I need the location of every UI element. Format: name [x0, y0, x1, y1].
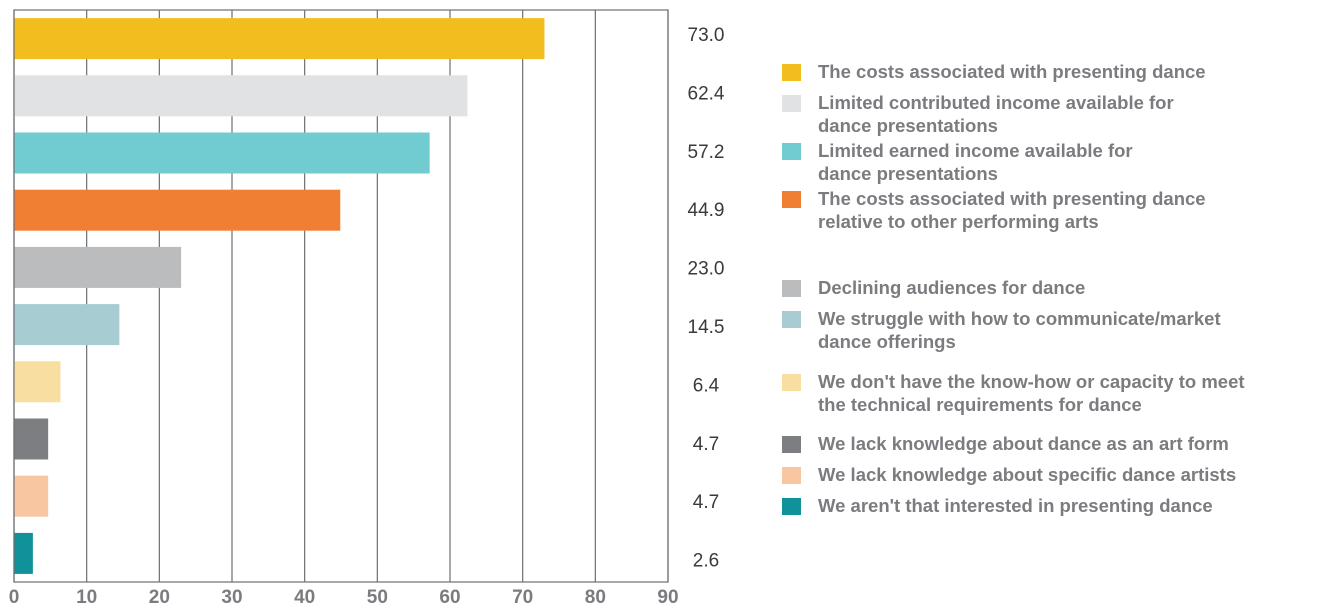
value-label: 6.4	[693, 375, 720, 396]
bar-7	[14, 361, 61, 403]
legend-swatch	[782, 143, 801, 160]
legend-swatch	[782, 436, 801, 453]
bar-4	[14, 189, 341, 231]
x-tick-label: 0	[9, 587, 20, 608]
value-label: 2.6	[693, 551, 719, 572]
legend-label-line: dance offerings	[818, 331, 956, 352]
bar-chart: 73.0 62.4 57.2 44.9 23.0 14.5 6.4 4.7 4.7 2.6 0 10 2…	[9, 9, 725, 608]
value-label: 14.5	[688, 317, 725, 338]
legend-label-line: relative to other performing arts	[818, 211, 1099, 232]
legend-label-line: Declining audiences for dance	[818, 277, 1086, 298]
x-tick-label: 10	[76, 587, 97, 608]
x-tick-label: 30	[221, 587, 242, 608]
x-tick-label: 20	[149, 587, 170, 608]
legend-label-line: We lack knowledge about dance as an art …	[818, 433, 1229, 454]
legend-swatch	[782, 374, 801, 391]
x-tick-label: 50	[367, 587, 388, 608]
value-label: 57.2	[688, 142, 725, 163]
legend-label-line: dance presentations	[818, 163, 998, 184]
legend-label-line: We don't have the know-how or capacity t…	[818, 371, 1245, 392]
bar-1	[14, 18, 545, 60]
legend-label: We aren't that interested in presenting …	[818, 494, 1338, 517]
legend-swatch	[782, 498, 801, 515]
x-tick-label: 80	[585, 587, 606, 608]
legend-label: Limited contributed income available for…	[818, 91, 1338, 137]
bar-6	[14, 304, 120, 346]
plot-frame	[13, 9, 669, 583]
legend-swatch	[782, 191, 801, 208]
legend-swatch	[782, 95, 801, 112]
bar-8	[14, 418, 49, 460]
legend-label-line: the technical requirements for dance	[818, 394, 1142, 415]
legend-label: The costs associated with presenting dan…	[818, 60, 1338, 83]
bar-9	[14, 475, 49, 517]
bar-3	[14, 132, 430, 174]
legend-label: We struggle with how to communicate/mark…	[818, 307, 1338, 353]
x-tick-label: 60	[439, 587, 460, 608]
legend-label: Limited earned income available for dance…	[818, 139, 1338, 185]
legend-swatch	[782, 311, 801, 328]
legend-label-line: The costs associated with presenting dan…	[818, 188, 1206, 209]
value-labels: 73.0 62.4 57.2 44.9 23.0 14.5 6.4 4.7 4.7 2.6	[688, 25, 725, 572]
legend-label: We don't have the know-how or capacity t…	[818, 370, 1338, 416]
legend-label-line: Limited contributed income available for	[818, 92, 1174, 113]
legend-swatch	[782, 467, 801, 484]
legend-label-line: dance presentations	[818, 115, 998, 136]
value-label: 4.7	[693, 434, 719, 455]
legend-swatch	[782, 64, 801, 81]
legend-label-line: We aren't that interested in presenting …	[818, 495, 1213, 516]
legend-label: We lack knowledge about dance as an art …	[818, 432, 1338, 455]
legend-label-line: We struggle with how to communicate/mark…	[818, 308, 1221, 329]
legend-label: The costs associated with presenting dan…	[818, 187, 1338, 233]
value-label: 44.9	[688, 200, 725, 221]
value-label: 23.0	[688, 259, 725, 280]
legend-label: Declining audiences for dance	[818, 276, 1338, 299]
legend-swatch	[782, 280, 801, 297]
bar-5	[14, 246, 182, 288]
legend-label-line: Limited earned income available for	[818, 140, 1133, 161]
x-axis-tick-labels: 0 10 20 30 40 50 60 70 80 90	[9, 587, 679, 608]
bars	[14, 18, 545, 574]
bar-10	[14, 532, 33, 574]
value-label: 4.7	[693, 492, 719, 513]
x-tick-label: 70	[512, 587, 533, 608]
x-tick-label: 90	[657, 587, 678, 608]
x-tick-label: 40	[294, 587, 315, 608]
bar-2	[14, 75, 468, 117]
legend-label-line: We lack knowledge about specific dance a…	[818, 464, 1237, 485]
value-label: 73.0	[688, 25, 725, 46]
legend-label-line: The costs associated with presenting dan…	[818, 61, 1206, 82]
value-label: 62.4	[688, 83, 725, 104]
legend-label: We lack knowledge about specific dance a…	[818, 463, 1338, 486]
